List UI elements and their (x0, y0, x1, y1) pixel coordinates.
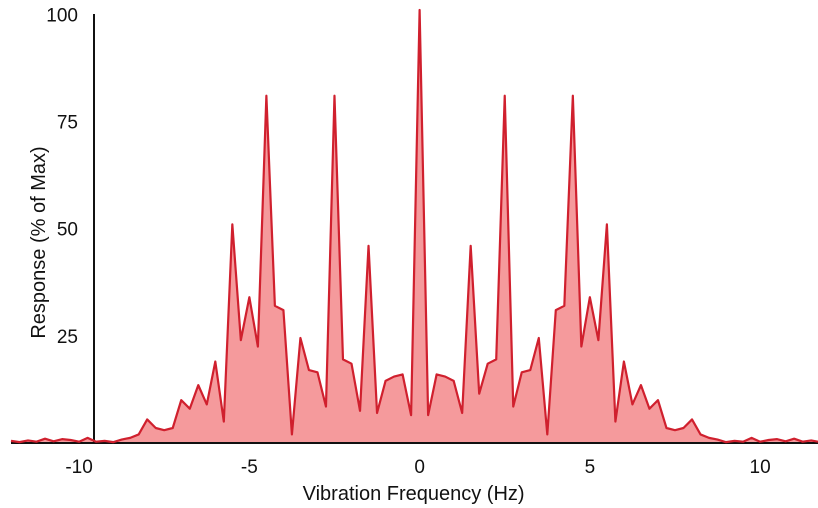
x-tick-label: 10 (750, 457, 771, 478)
y-tick-label: 100 (46, 5, 78, 26)
plot-area (10, 8, 818, 444)
y-tick-label: 75 (57, 112, 78, 133)
y-axis-label: Response (% of Max) (28, 146, 50, 338)
y-tick-label: 25 (57, 327, 78, 348)
x-tick-label: -5 (241, 457, 258, 478)
y-tick-label: 50 (57, 220, 78, 241)
x-tick-label: 0 (414, 457, 425, 478)
area-fill (11, 10, 818, 443)
x-axis-label: Vibration Frequency (Hz) (303, 483, 525, 505)
tick-labels: 25 50 75 100 -10 -5 0 5 10 (46, 5, 770, 478)
x-tick-label: -10 (65, 457, 92, 478)
x-tick-label: 5 (585, 457, 596, 478)
series-line (10, 8, 818, 444)
